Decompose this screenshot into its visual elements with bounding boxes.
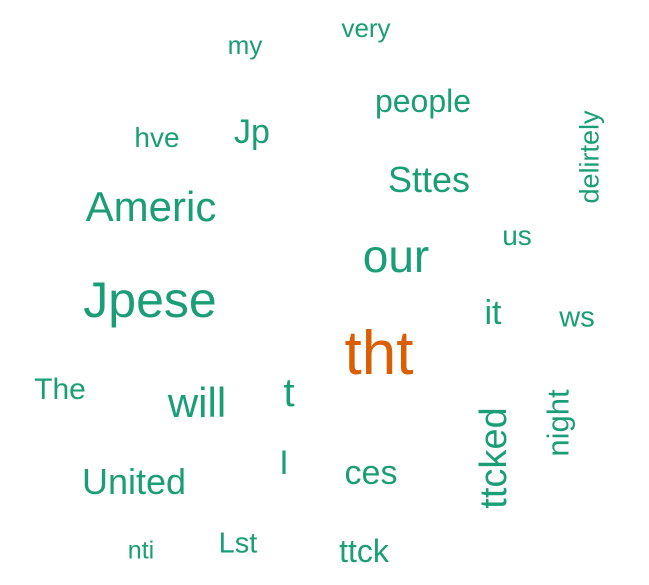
- word-the: The: [34, 373, 86, 406]
- word-ws: ws: [559, 301, 595, 334]
- word-jp: Jp: [234, 113, 270, 151]
- word-tht: tht: [344, 319, 414, 388]
- word-jpese: Jpese: [83, 272, 217, 328]
- word-people: people: [374, 83, 472, 119]
- word-united: United: [81, 461, 187, 502]
- word-ces: ces: [344, 454, 398, 492]
- word-will: will: [167, 379, 227, 426]
- word-us: us: [502, 220, 532, 251]
- word-lst: Lst: [218, 527, 258, 560]
- word-my: my: [227, 30, 263, 60]
- word-hve: hve: [134, 122, 180, 153]
- word-ttck: ttck: [339, 533, 389, 569]
- word-very: very: [341, 13, 391, 43]
- word-it: it: [484, 294, 502, 332]
- word-i: I: [279, 444, 289, 482]
- word-nti: nti: [127, 536, 155, 565]
- word-americ: Americ: [85, 183, 217, 230]
- word-t: t: [283, 371, 295, 415]
- word-sttes: Sttes: [387, 159, 471, 200]
- word-our: our: [362, 230, 430, 282]
- word-night: night: [540, 389, 576, 457]
- word-ttcked: ttcked: [473, 407, 515, 509]
- word-delirtely: delirtely: [574, 110, 605, 204]
